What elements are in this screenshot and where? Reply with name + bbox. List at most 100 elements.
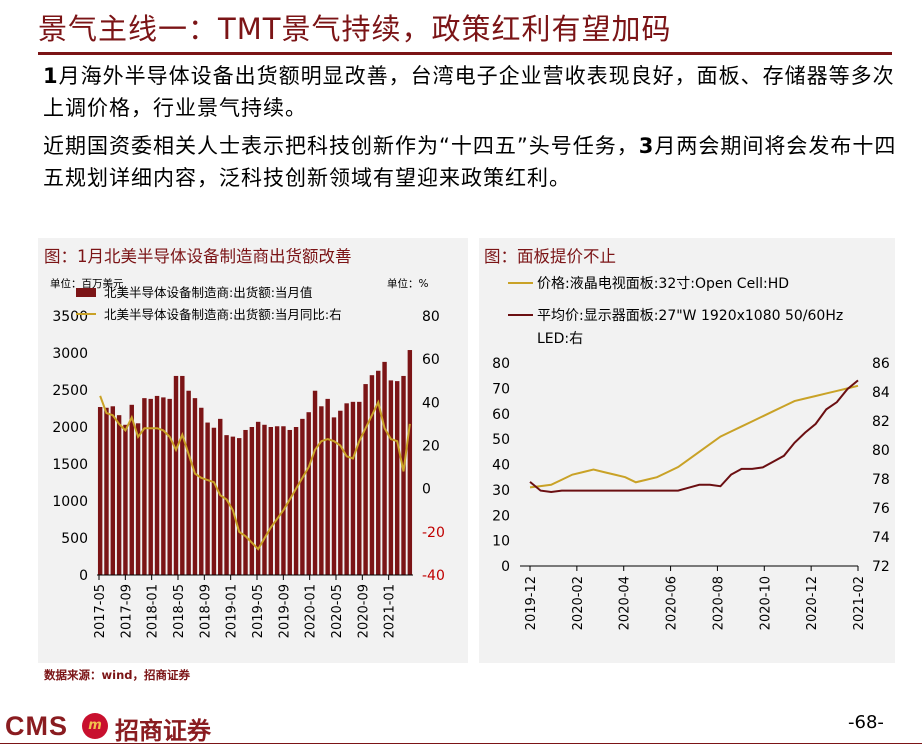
bar-shipment: [192, 398, 198, 575]
left-x-tick: 2020-05: [330, 584, 345, 638]
left-x-tick: 2018-01: [146, 584, 161, 638]
p2-bold: 3: [638, 134, 655, 158]
left-x-tick: 2019-05: [251, 584, 266, 638]
line-yoy: [99, 395, 411, 551]
bar-shipment: [173, 375, 179, 575]
left-x-tick: 2017-09: [119, 584, 134, 638]
bar-shipment: [110, 406, 116, 575]
right-yleft-tick: 10: [492, 534, 510, 550]
right-x-tick: 2020-04: [618, 576, 633, 630]
source-note: 数据来源：wind，招商证券: [44, 668, 190, 682]
right-yleft-tick: 60: [492, 407, 510, 423]
right-yleft-tick: 20: [492, 508, 510, 524]
left-yleft-tick: 1000: [52, 494, 88, 510]
bar-shipment: [300, 418, 305, 575]
bar-shipment: [211, 427, 217, 575]
bar-shipment: [376, 370, 381, 575]
left-x-tick: 2019-09: [277, 584, 292, 638]
logo-text-cn: 招商证券: [115, 717, 211, 745]
page-number: -68-: [848, 712, 884, 733]
left-yright-tick: 0: [422, 482, 431, 498]
right-yright-tick: 78: [872, 472, 890, 488]
left-x-tick: 2019-01: [225, 584, 240, 638]
bar-shipment: [97, 407, 103, 575]
bar-shipment: [104, 407, 109, 575]
right-yright-tick: 86: [872, 356, 890, 372]
bar-shipment: [338, 410, 343, 575]
p1-text: 月海外半导体设备出货额明显改善，台湾电子企业营收表现良好，面板、存储器等多次上调…: [43, 64, 895, 120]
bar-shipment: [123, 424, 128, 575]
page-title: 景气主线一：TMT景气持续，政策红利有望加码: [38, 12, 672, 46]
bar-shipment: [312, 390, 318, 575]
bar-shipment: [230, 436, 236, 575]
bar-shipment: [319, 406, 324, 575]
paragraph-2: 近期国资委相关人士表示把科技创新作为“十四五”头号任务，3月两会期间将会发布十四…: [43, 130, 903, 194]
legend-bar-swatch: [76, 288, 96, 297]
title-divider: [38, 52, 892, 55]
left-yright-tick: 60: [422, 352, 440, 368]
left-yright-tick: 80: [422, 309, 440, 325]
bar-shipment: [199, 407, 204, 575]
right-chart-panel: [479, 238, 895, 663]
right-yright-tick: 84: [872, 385, 890, 401]
right-yleft-tick: 80: [492, 356, 510, 372]
bar-shipment: [331, 417, 337, 575]
right-yright-tick: 72: [872, 559, 890, 575]
right-yright-tick: 82: [872, 414, 890, 430]
line-monitor-panel-price: [529, 379, 859, 494]
right-x-tick: 2020-08: [711, 576, 726, 630]
bar-shipment: [224, 435, 229, 575]
right-yright-tick: 80: [872, 443, 890, 459]
bar-shipment: [167, 398, 172, 575]
bar-shipment: [306, 412, 311, 575]
left-x-tick: 2018-09: [198, 584, 213, 638]
bar-shipment: [255, 421, 261, 575]
right-x-tick: 2019-12: [524, 576, 539, 630]
left-x-tick: 2021-01: [383, 584, 398, 638]
left-chart-title: 图：1月北美半导体设备制造商出货额改善: [44, 247, 352, 266]
left-yleft-tick: 1500: [52, 457, 88, 473]
right-yleft-tick: 0: [501, 559, 510, 575]
left-yleft-tick: 0: [79, 568, 88, 584]
bar-shipment: [186, 390, 191, 575]
right-yright-tick: 74: [872, 530, 890, 546]
bar-shipment: [236, 438, 242, 575]
left-unit-label: 单位：百万美元: [50, 277, 124, 290]
right-unit-label: 单位：%: [387, 277, 428, 290]
right-x-tick: 2020-10: [758, 576, 773, 630]
bar-shipment: [401, 375, 406, 575]
bar-shipment: [135, 423, 141, 575]
left-x-tick: 2018-05: [172, 584, 187, 638]
bar-shipment: [407, 350, 413, 575]
legend-bar-label: 北美半导体设备制造商:出货额:当月值: [104, 285, 312, 300]
bar-shipment: [357, 401, 362, 575]
left-x-tick: 2020-01: [304, 584, 319, 638]
bar-shipment: [274, 426, 280, 575]
left-yright-tick: 40: [422, 395, 440, 411]
logo-text-en: CMS: [5, 711, 68, 741]
bar-shipment: [388, 380, 394, 575]
bar-shipment: [116, 415, 122, 575]
legend-monitor-label: 平均价:显示器面板:27"W 1920x1080 50/60Hz: [537, 308, 843, 324]
bar-shipment: [249, 427, 255, 575]
left-yleft-tick: 3000: [52, 346, 88, 362]
bar-shipment: [154, 395, 160, 575]
p2-text-rest: 月两会期间将会发布十四五规划详细内容，泛科技创新领域有望迎来政策红利。: [43, 134, 897, 190]
right-x-tick: 2021-02: [852, 576, 867, 630]
bar-shipment: [382, 361, 387, 575]
left-x-tick: 2017-05: [93, 584, 108, 638]
left-x-tick: 2020-09: [356, 584, 371, 638]
left-yright-tick: 20: [422, 439, 440, 455]
bar-shipment: [369, 375, 375, 575]
left-yleft-tick: 2000: [52, 420, 88, 436]
bar-shipment: [350, 401, 356, 575]
bar-shipment: [243, 429, 248, 575]
bar-shipment: [293, 427, 299, 575]
right-x-tick: 2020-06: [665, 576, 680, 630]
left-yleft-tick: 3500: [52, 309, 88, 325]
bar-shipment: [344, 403, 349, 575]
left-yleft-tick: 500: [61, 531, 88, 547]
logo-badge-icon: m: [82, 713, 108, 739]
bar-shipment: [281, 426, 286, 575]
